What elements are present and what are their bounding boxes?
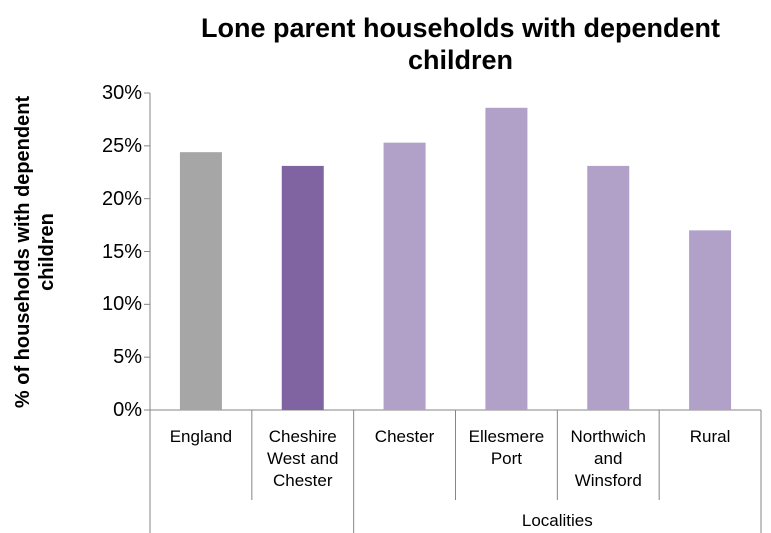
category-label: Northwich and Winsford	[570, 427, 647, 490]
bar-4	[587, 165, 630, 410]
bar-0	[179, 152, 222, 410]
y-tick-label: 30%	[101, 82, 142, 104]
y-tick-label: 20%	[101, 187, 142, 210]
y-tick-label: 25%	[101, 134, 142, 157]
chart-title: Lone parent households with dependent ch…	[200, 13, 720, 75]
group-label-localities: Localities	[521, 511, 593, 530]
bar-5	[689, 230, 732, 410]
category-label: Cheshire West and Chester	[266, 427, 339, 490]
y-tick-label: 0%	[113, 399, 142, 421]
bar-3	[485, 107, 528, 410]
category-label: Ellesmere Port	[468, 427, 545, 468]
y-tick-label: 15%	[101, 240, 142, 263]
category-label: England	[169, 427, 233, 446]
bar-2	[383, 142, 426, 410]
y-tick-label: 10%	[101, 293, 142, 316]
bar-1	[281, 165, 324, 410]
category-label: Chester	[374, 427, 435, 446]
category-label: Rural	[689, 427, 731, 446]
y-tick-label: 5%	[113, 346, 142, 369]
